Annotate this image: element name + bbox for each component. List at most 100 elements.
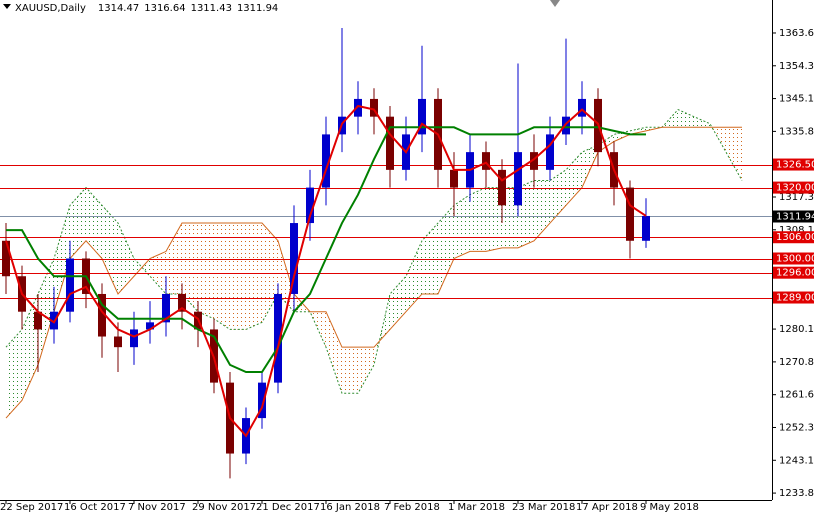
candle-body	[354, 98, 362, 117]
x-tick-label: 22 Sep 2017	[0, 502, 63, 513]
cloud	[438, 205, 454, 294]
candle-body	[498, 169, 506, 206]
cloud	[166, 223, 182, 294]
chart-title: XAUUSD,Daily	[15, 3, 86, 14]
level-label: 1300.00	[776, 254, 814, 265]
candle-body	[130, 329, 138, 348]
candle-body	[546, 134, 554, 170]
span_a-line	[5, 108, 743, 394]
candle-body	[562, 116, 570, 135]
candle-body	[418, 98, 426, 135]
level-label-bg	[773, 291, 814, 304]
candle-body	[370, 98, 378, 117]
cloud	[342, 347, 358, 394]
cloud	[358, 347, 374, 394]
cloud	[6, 329, 22, 419]
level-label: 1306.00	[776, 232, 814, 243]
cloud	[406, 240, 422, 312]
candle-body	[290, 223, 298, 294]
x-tick-label: 23 Mar 2018	[512, 502, 575, 513]
level-label-bg	[773, 158, 814, 171]
level-label: 1296.00	[776, 268, 814, 279]
cloud	[230, 223, 246, 330]
menu-icon[interactable]	[3, 4, 11, 9]
cloud	[182, 223, 198, 312]
ohlc-value: 1311.43	[191, 3, 232, 14]
cloud	[470, 187, 486, 252]
x-tick-label: 17 Apr 2018	[576, 502, 638, 513]
x-tick-label: 1 Mar 2018	[448, 502, 505, 513]
candle-body	[450, 169, 458, 188]
y-tick-label: 1363.60	[779, 28, 814, 39]
x-tick-label: 21 Dec 2017	[256, 502, 320, 513]
y-tick-label: 1335.85	[779, 126, 814, 137]
candle-body	[162, 293, 170, 323]
cloud	[694, 116, 710, 128]
cloud	[534, 180, 550, 241]
y-tick-label: 1233.85	[779, 488, 814, 499]
kijun-line	[6, 126, 646, 373]
candle-body	[514, 152, 522, 206]
candle-body	[578, 98, 586, 117]
y-tick-label: 1261.60	[779, 390, 814, 401]
level-label-bg	[773, 231, 814, 244]
cloud	[118, 223, 134, 294]
x-tick-label: 9 May 2018	[640, 502, 699, 513]
candle-body	[482, 152, 490, 170]
last-price-label: 1311.94	[776, 212, 814, 223]
y-tick-label: 1270.85	[779, 357, 814, 368]
ohlc-value: 1311.94	[237, 3, 278, 14]
cloud	[54, 205, 70, 312]
candle-body	[2, 240, 10, 277]
cloud	[678, 109, 694, 128]
candle-body	[626, 187, 634, 241]
candle-body	[34, 311, 42, 330]
cloud	[630, 127, 646, 135]
ohlc-value: 1314.47	[98, 3, 139, 14]
x-tick-label: 29 Nov 2017	[192, 502, 256, 513]
x-tick-label: 16 Jan 2018	[320, 502, 380, 513]
y-tick-label: 1354.35	[779, 61, 814, 72]
x-tick-label: 16 Oct 2017	[64, 502, 126, 513]
y-tick-label: 1345.10	[779, 94, 814, 105]
y-tick-label: 1252.35	[779, 422, 814, 433]
cloud	[102, 205, 118, 294]
cloud	[710, 123, 726, 153]
cloud	[86, 187, 102, 259]
cloud	[198, 223, 214, 319]
candle-body	[114, 336, 122, 348]
tenkan-line	[5, 104, 647, 438]
candle-body	[642, 215, 650, 241]
level-label: 1326.50	[776, 160, 814, 171]
x-tick-label: 7 Feb 2018	[384, 502, 440, 513]
level-label-bg	[773, 252, 814, 265]
cloud	[422, 223, 438, 294]
x-tick-label: 7 Nov 2017	[128, 502, 186, 513]
cloud	[70, 187, 86, 259]
cloud	[134, 258, 150, 277]
cloud	[726, 127, 742, 181]
cloud	[582, 145, 598, 188]
candle-body	[274, 293, 282, 383]
y-tick-label: 1308.10	[779, 225, 814, 236]
ohlc-value: 1316.64	[144, 3, 185, 14]
y-tick-label: 1280.10	[779, 324, 814, 335]
candle-body	[258, 382, 266, 419]
candle-body	[386, 116, 394, 170]
level-label-bg	[773, 266, 814, 279]
span_b-line	[5, 126, 742, 419]
candle-body	[178, 293, 186, 312]
candle-body	[530, 152, 538, 170]
y-tick-label: 1317.35	[779, 192, 814, 203]
candle-body	[66, 258, 74, 312]
level-label: 1289.00	[776, 293, 814, 304]
cloud	[454, 194, 470, 259]
cloud	[214, 223, 230, 330]
shift-marker	[550, 0, 560, 7]
candle-body	[306, 187, 314, 224]
cloud	[662, 109, 678, 128]
level-label-bg	[773, 181, 814, 194]
y-tick-label: 1243.10	[779, 455, 814, 466]
